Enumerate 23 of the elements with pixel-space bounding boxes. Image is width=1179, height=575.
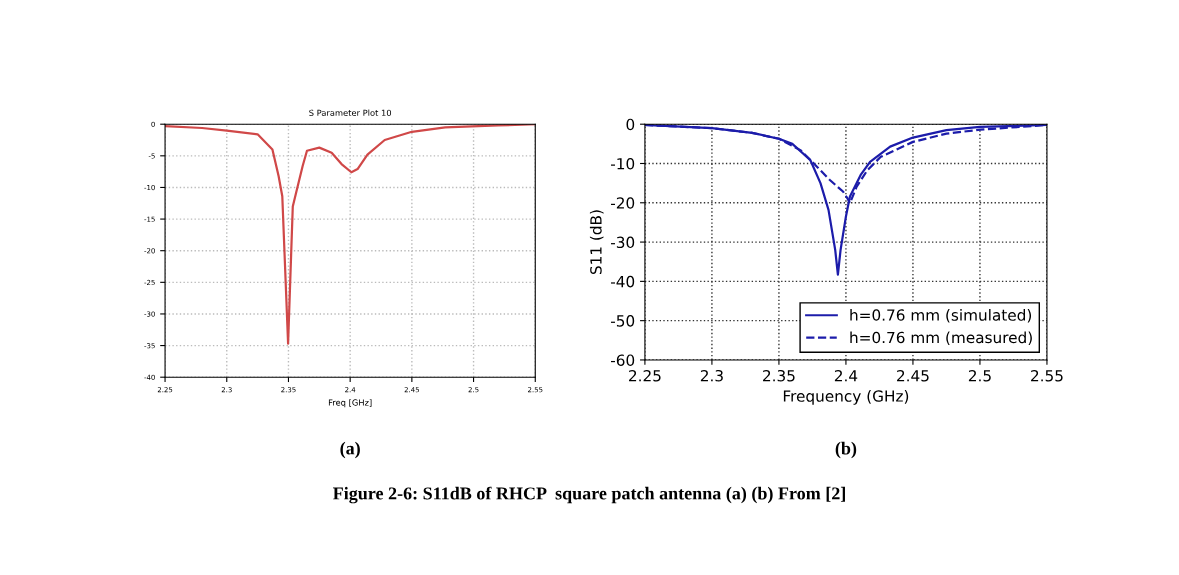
y-axis-title: S11 (dB) bbox=[589, 210, 604, 275]
text: (b) bbox=[835, 441, 857, 459]
y-tick-label: -30 bbox=[610, 236, 635, 249]
x-tick-label: 2.45 bbox=[897, 369, 929, 382]
y-tick-label: -40 bbox=[610, 275, 635, 288]
y-tick-label: -20 bbox=[610, 197, 635, 209]
text: (a) bbox=[340, 441, 360, 459]
x-tick-label: 2.4 bbox=[834, 369, 858, 382]
y-tick-label: 0 bbox=[626, 118, 635, 131]
x-tick-label: 2.3 bbox=[700, 369, 723, 382]
x-axis-title: Freq [GHz] bbox=[328, 399, 372, 408]
x-tick-label: 2.55 bbox=[1031, 369, 1063, 382]
x-tick-label: 2.5 bbox=[968, 369, 991, 382]
x-tick-label: 2.35 bbox=[763, 369, 795, 382]
chart-title: S Parameter Plot 10 bbox=[309, 109, 392, 116]
y-tick-label: -50 bbox=[610, 315, 635, 327]
y-tick-label: -60 bbox=[610, 354, 635, 366]
x-tick-label: 2.25 bbox=[629, 369, 661, 382]
x-axis-title: Frequency (GHz) bbox=[783, 390, 909, 405]
caption: Figure 2-6: S11dB of RHCP square patch antenna (a) (b) From [2] bbox=[333, 486, 845, 504]
y-tick-label: -10 bbox=[610, 157, 635, 170]
legend-label: h=0.76 mm (simulated) bbox=[850, 308, 1032, 323]
legend-label: h=0.76 mm (measured) bbox=[850, 331, 1032, 346]
